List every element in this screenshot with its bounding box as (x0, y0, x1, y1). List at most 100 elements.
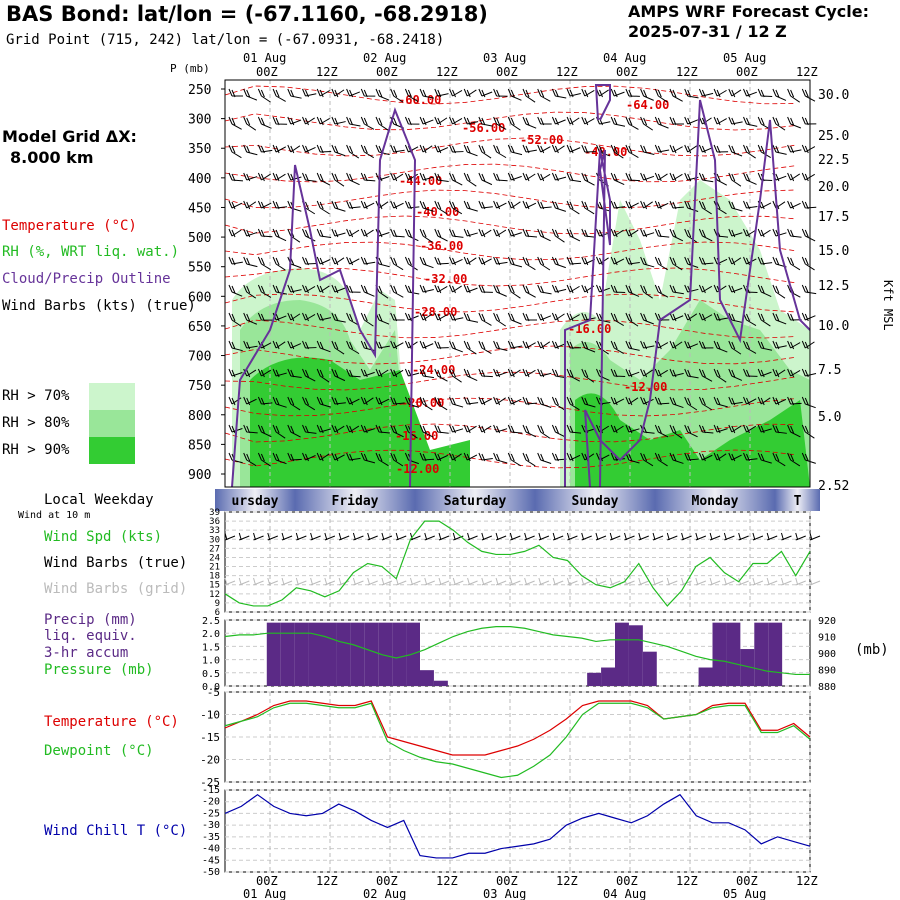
wind-barb (698, 424, 714, 434)
wind-barb (331, 116, 346, 126)
pressure-tick-label: 550 (188, 261, 211, 276)
wind-barb (801, 452, 816, 464)
wind-barb (302, 88, 317, 98)
wind-barb-grid (424, 577, 435, 586)
wind-barb (434, 284, 448, 294)
weekday-segment (655, 489, 775, 511)
wind-barb-true (738, 532, 749, 541)
time-tick-label-top: 12Z (556, 65, 578, 79)
precip-bar (266, 622, 281, 686)
wind-barb (566, 368, 581, 382)
wind-barb (287, 340, 302, 350)
wind-barb (713, 368, 727, 383)
wind-barb (772, 312, 787, 325)
wind-barb-true (638, 532, 649, 541)
temperature-contour (224, 345, 796, 365)
wind-barb (257, 144, 273, 154)
wind-barb-grid (238, 577, 250, 586)
wind-barb (257, 116, 272, 129)
temperature-contour (224, 319, 796, 339)
mb-unit-label: (mb) (855, 642, 889, 658)
time-tick-label-bottom: 00Z (616, 874, 638, 888)
wind-barb (507, 312, 522, 325)
wind-barb (551, 396, 565, 411)
wind-barb (316, 200, 330, 215)
wind-barb (287, 452, 302, 462)
wind-barb (316, 312, 332, 322)
date-label-top: 04 Aug (603, 51, 646, 65)
wind-barb (404, 228, 419, 242)
dewpoint-line (224, 702, 811, 779)
wind-barb (331, 256, 345, 266)
wind-barb (287, 424, 301, 438)
cloud-outline (564, 149, 611, 488)
wind-barb-grid (495, 577, 507, 586)
wind-barb-true (367, 532, 378, 541)
wind-barb-grid (224, 577, 236, 586)
precip-bar (712, 622, 727, 686)
wind-barb (728, 172, 742, 187)
weekday-label: T (794, 494, 802, 509)
pressure-tick-label: 700 (188, 350, 211, 365)
wind-barb (698, 396, 713, 411)
wind-barb (507, 424, 523, 434)
wind-barb (566, 144, 581, 154)
wind-barb (640, 144, 655, 155)
wind-barb (449, 368, 462, 383)
wind-barb (625, 88, 640, 98)
date-label-bottom: 04 Aug (603, 887, 646, 900)
cloud-outline (584, 99, 811, 488)
pressure-tick-label: 600 (188, 290, 211, 305)
wind-barb (331, 396, 346, 406)
kft-tick-label: 25.0 (818, 129, 849, 144)
wind-barb (390, 256, 404, 271)
temperature-contour (224, 293, 796, 313)
wind-barb (272, 116, 288, 126)
weekday-label: Sunday (572, 494, 619, 509)
wind-barb (522, 424, 537, 438)
wind-barb (243, 144, 258, 156)
forecast-cycle-value: 2025-07-31 / 12 Z (628, 22, 787, 41)
wind-barb (302, 284, 316, 294)
legend-rh90: RH > 90% (2, 442, 70, 458)
wind-barb (272, 340, 286, 350)
wind-barb (698, 200, 712, 215)
wind-barb (684, 340, 699, 350)
wind-barb (331, 144, 346, 157)
wind-barb (757, 424, 772, 434)
wind-barb-true (780, 532, 792, 541)
wind-barb (316, 144, 332, 154)
wind-barb-true (552, 532, 564, 541)
wind-barb (272, 88, 286, 102)
wind-barb-true (381, 532, 393, 541)
wind-barb (463, 396, 479, 406)
kft-msl-label: Kft MSL (881, 280, 895, 331)
wind-barb-true (609, 532, 621, 541)
pressure-tick-label: 500 (188, 231, 211, 246)
wind-barb (257, 200, 272, 210)
date-label-top: 03 Aug (483, 51, 526, 65)
precip-bar (754, 622, 769, 686)
grid-point-subtitle: Grid Point (715, 242) lat/lon = (-67.093… (6, 32, 445, 48)
wind-barb (566, 396, 580, 411)
wind-barb (375, 396, 390, 406)
wind-barb (728, 284, 743, 294)
date-label-bottom: 03 Aug (483, 887, 526, 900)
wind-barb (272, 228, 287, 242)
temperature-contour (224, 215, 796, 235)
wind-barb-grid (352, 577, 364, 586)
wind-barb (669, 144, 683, 154)
wind-barb-grid (253, 577, 264, 586)
wind-barb (610, 116, 626, 127)
wind-barb (640, 200, 653, 210)
wind-barb (757, 228, 771, 238)
wind-barb (390, 396, 405, 406)
wind-barb (434, 88, 449, 98)
legend-rh90-swatch (89, 437, 135, 464)
wind-barb (581, 340, 596, 353)
wind-barb (551, 228, 565, 243)
model-grid-label: Model Grid ΔX: (2, 127, 137, 146)
wind-barb (610, 88, 625, 98)
wind-barb-grid (381, 577, 393, 586)
wind-barb (522, 88, 536, 103)
